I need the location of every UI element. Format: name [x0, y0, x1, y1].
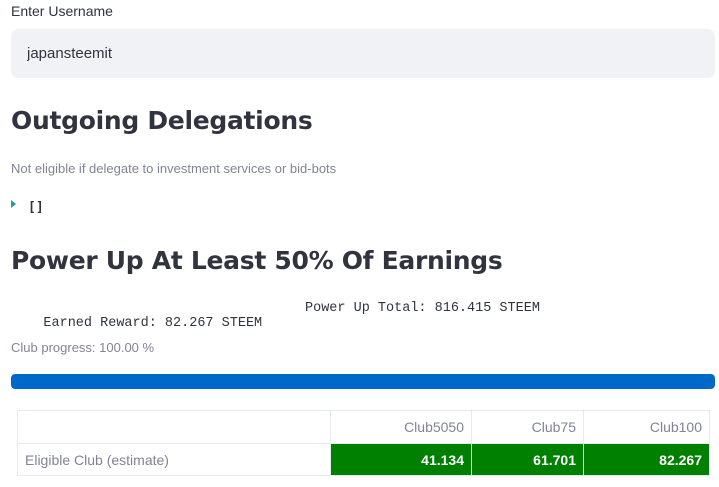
- club-progress-fill: [11, 374, 715, 389]
- table-row: Eligible Club (estimate) 41.134 61.701 8…: [17, 443, 710, 476]
- earned-reward-text: Earned Reward: 82.267 STEEM: [43, 316, 263, 331]
- club-progress-caption: Club progress: 100.00 %: [11, 340, 155, 355]
- power-up-total-text: Power Up Total: 816.415 STEEM: [305, 301, 540, 316]
- delegations-json-value: []: [28, 200, 44, 215]
- table-header-row: Club5050 Club75 Club100: [17, 410, 710, 444]
- expand-caret-icon[interactable]: [11, 200, 16, 208]
- outgoing-delegations-heading: Outgoing Delegations: [11, 106, 313, 135]
- row-label-eligible-club: Eligible Club (estimate): [17, 443, 331, 476]
- column-header-club75: Club75: [471, 410, 584, 444]
- cell-club75-value: 61.701: [471, 443, 584, 476]
- delegations-caption: Not eligible if delegate to investment s…: [11, 161, 337, 176]
- column-header-club5050: Club5050: [330, 410, 472, 444]
- username-label: Enter Username: [11, 3, 113, 19]
- club-progress-bar: [11, 374, 715, 389]
- column-header-club100: Club100: [583, 410, 710, 444]
- cell-club100-value: 82.267: [583, 443, 710, 476]
- username-input[interactable]: [11, 29, 715, 78]
- table-corner-cell: [17, 410, 331, 444]
- json-expander[interactable]: []: [11, 196, 44, 215]
- cell-club5050-value: 41.134: [330, 443, 472, 476]
- club-table: Club5050 Club75 Club100 Eligible Club (e…: [17, 410, 710, 476]
- reward-summary: Earned Reward: 82.267 STEEM Power Up Tot…: [11, 301, 540, 361]
- power-up-heading: Power Up At Least 50% Of Earnings: [11, 246, 503, 275]
